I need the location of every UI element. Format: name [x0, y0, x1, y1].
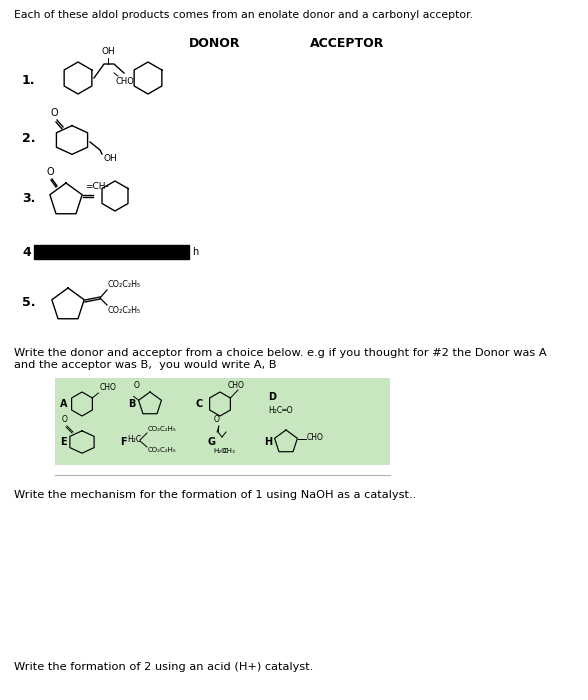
Text: E: E: [60, 437, 66, 447]
Text: 3.: 3.: [22, 192, 35, 204]
Text: ACCEPTOR: ACCEPTOR: [310, 37, 385, 50]
Bar: [55, 378, 390, 465]
Text: Write the formation of 2 using an acid (H+) catalyst.: Write the formation of 2 using an acid (…: [14, 662, 313, 672]
Text: Each of these aldol products comes from an enolate donor and a carbonyl acceptor: Each of these aldol products comes from …: [14, 10, 473, 20]
Text: CO₂C₂H₅: CO₂C₂H₅: [148, 447, 177, 453]
Text: =CH-: =CH-: [85, 182, 109, 191]
Text: h: h: [192, 247, 198, 257]
Text: B: B: [128, 399, 135, 409]
Text: CHO: CHO: [100, 383, 117, 392]
Text: O: O: [214, 415, 220, 424]
Text: F: F: [120, 437, 126, 447]
Text: H: H: [264, 437, 272, 447]
Text: OH: OH: [101, 47, 115, 56]
Text: O: O: [134, 381, 140, 390]
Text: CHO: CHO: [116, 77, 135, 86]
Text: C: C: [196, 399, 203, 409]
Text: 4: 4: [22, 246, 31, 258]
Text: 5.: 5.: [22, 297, 35, 309]
Text: DONOR: DONOR: [189, 37, 240, 50]
Text: 2.: 2.: [22, 132, 35, 144]
Text: O: O: [50, 108, 58, 118]
Text: H₂C: H₂C: [127, 435, 141, 444]
Text: G: G: [208, 437, 216, 447]
Text: H₂C═O: H₂C═O: [268, 406, 293, 415]
Bar: [34, 245, 189, 259]
Text: CO₂C₂H₅: CO₂C₂H₅: [108, 306, 141, 315]
Text: CO₂C₂H₅: CO₂C₂H₅: [108, 280, 141, 289]
Text: CHO: CHO: [228, 381, 245, 390]
Text: CO₂C₂H₅: CO₂C₂H₅: [148, 426, 177, 432]
Text: A: A: [60, 399, 68, 409]
Text: O: O: [46, 167, 54, 177]
Text: O: O: [62, 415, 68, 424]
Text: Write the donor and acceptor from a choice below. e.g if you thought for #2 the : Write the donor and acceptor from a choi…: [14, 348, 547, 370]
Text: D: D: [268, 392, 276, 402]
Text: CHO: CHO: [307, 433, 324, 442]
Text: Write the mechanism for the formation of 1 using NaOH as a catalyst..: Write the mechanism for the formation of…: [14, 490, 416, 500]
Text: H₂O: H₂O: [213, 448, 226, 454]
Text: 1.: 1.: [22, 74, 35, 87]
Text: OH: OH: [104, 154, 118, 163]
Text: CH₃: CH₃: [223, 448, 236, 454]
